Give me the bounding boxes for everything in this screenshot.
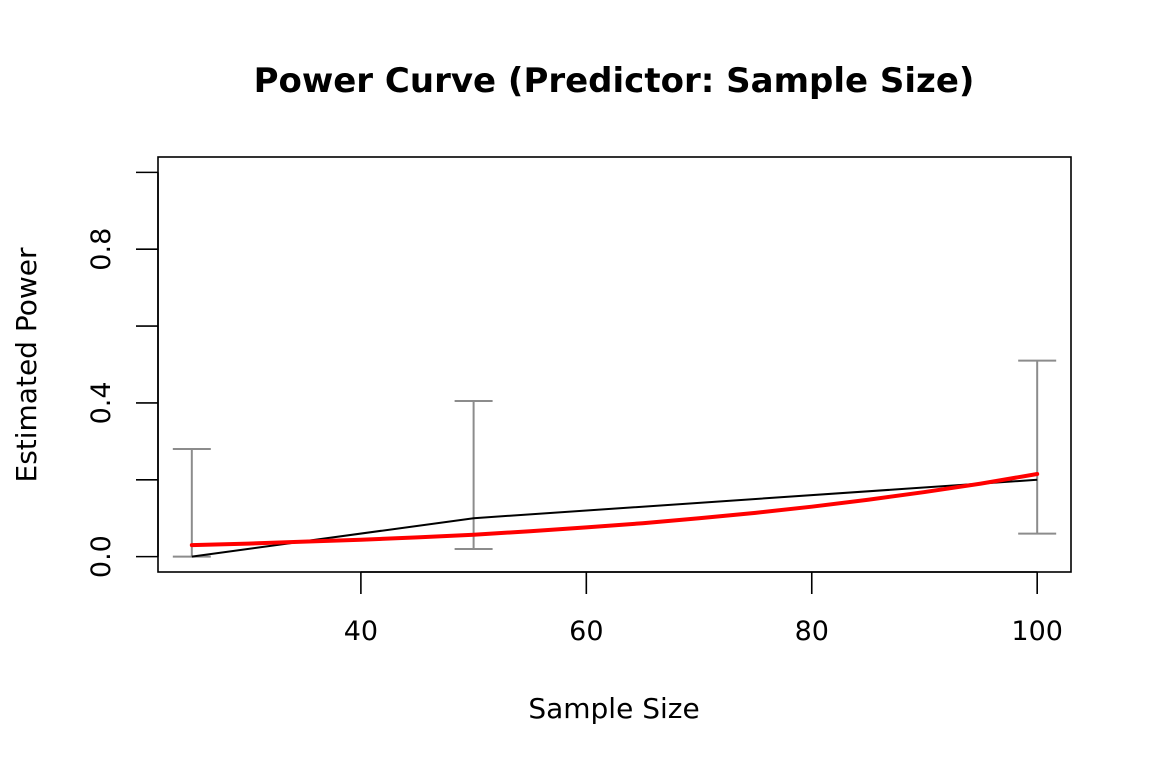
fitted-power-curve	[189, 472, 1040, 548]
x-tick-label: 60	[569, 616, 603, 647]
x-tick-label: 80	[795, 616, 829, 647]
error-bar	[454, 400, 493, 550]
x-tick-label: 100	[1011, 616, 1063, 647]
plot-frame	[157, 156, 1072, 573]
x-tick-label: 40	[344, 616, 378, 647]
y-axis: 0.0 0.4 0.8	[86, 171, 159, 578]
y-tick-label: 0.8	[86, 228, 117, 271]
error-bars	[172, 359, 1057, 558]
error-bar	[1018, 359, 1057, 535]
series-group	[189, 472, 1040, 558]
y-tick-label: 0.0	[86, 535, 117, 578]
chart-title: Power Curve (Predictor: Sample Size)	[254, 61, 975, 101]
x-axis-label: Sample Size	[528, 692, 699, 725]
observed-power-line	[191, 478, 1038, 558]
x-axis: 40 60 80 100	[344, 571, 1063, 647]
y-axis-label: Estimated Power	[10, 247, 43, 482]
error-bar	[172, 448, 211, 558]
y-tick-label: 0.4	[86, 381, 117, 424]
